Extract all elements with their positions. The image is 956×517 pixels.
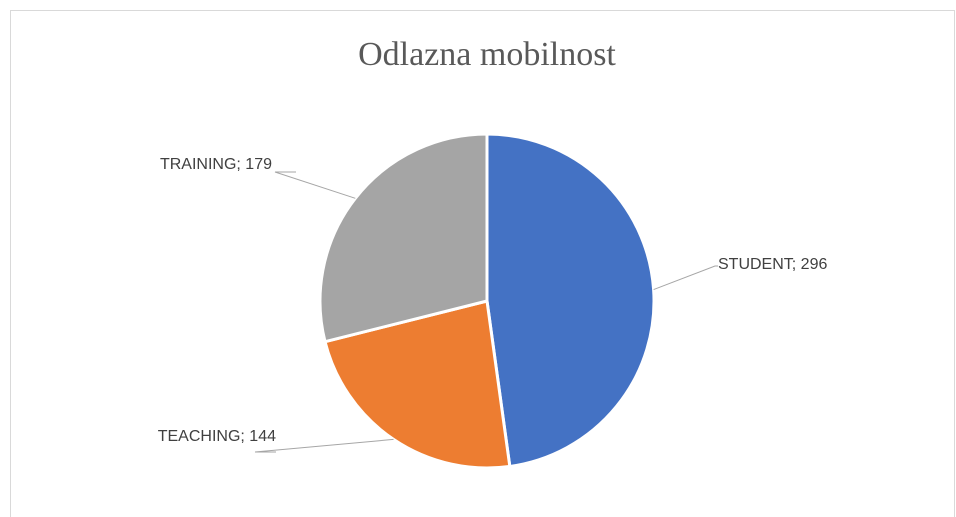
leader-line (254, 438, 394, 453)
data-label: STUDENT; 296 (718, 256, 827, 273)
leader-line (274, 171, 356, 199)
data-label: TEACHING; 144 (158, 428, 276, 445)
leader-line (653, 265, 718, 291)
pie-slice (323, 299, 512, 470)
chart-title: Odlazna mobilnost (358, 36, 616, 73)
data-label: TRAINING; 179 (160, 156, 272, 173)
pie-slice (318, 132, 489, 344)
pie-slice (485, 132, 656, 469)
